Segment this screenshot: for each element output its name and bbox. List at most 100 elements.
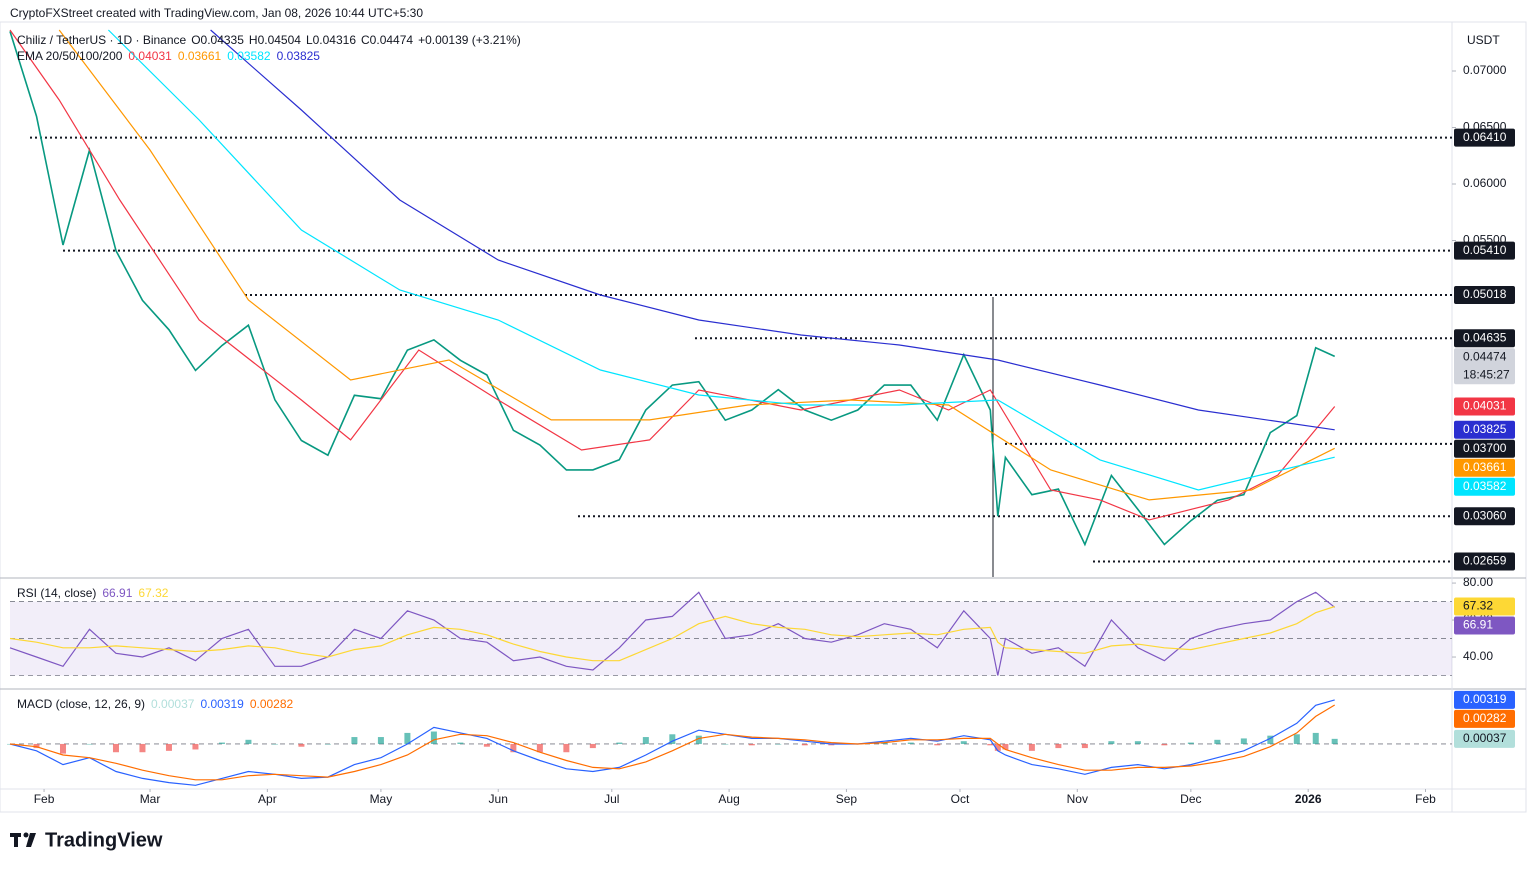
series-line: [58, 29, 1335, 501]
legend-value: 66.91: [102, 586, 132, 600]
price-label: 0.03825: [1463, 422, 1507, 436]
histogram-bar: [165, 743, 172, 751]
price-label: 0.04031: [1463, 399, 1507, 413]
histogram-bar: [881, 742, 888, 744]
y-tick-label: 80.00: [1463, 575, 1493, 589]
price-label: 0.05018: [1463, 287, 1507, 301]
x-tick-label: Apr: [258, 792, 277, 806]
histogram-bar: [934, 743, 941, 746]
histogram-bar: [987, 743, 994, 746]
price-label-box: [1454, 241, 1515, 260]
histogram-bar: [1331, 738, 1338, 744]
histogram-bar: [616, 742, 623, 744]
price-label-box: [1454, 477, 1515, 496]
ohlc-value: O0.04335: [191, 33, 244, 47]
price-label: 0.03661: [1463, 460, 1507, 474]
ohlc-value: L0.04316: [306, 33, 356, 47]
x-tick-label: Jun: [489, 792, 508, 806]
histogram-bar: [1214, 739, 1221, 744]
logo-text: TradingView: [45, 829, 163, 851]
x-tick-label: Nov: [1067, 792, 1088, 806]
histogram-bar: [483, 743, 490, 747]
price-label-box: [1454, 397, 1515, 416]
histogram-bar: [430, 731, 437, 744]
legend-value: 67.32: [138, 586, 168, 600]
histogram-bar: [298, 743, 305, 747]
price-label-box: [1454, 420, 1515, 439]
histogram-bar: [722, 743, 729, 745]
histogram-bar: [457, 742, 464, 744]
price-label: 66.91: [1463, 618, 1493, 632]
series-line: [107, 29, 1335, 491]
histogram-bar: [1187, 742, 1194, 744]
legend-row: Chiliz / TetherUS · 1D · Binance O0.04335…: [17, 33, 521, 47]
price-label: 0.04474: [1463, 349, 1507, 363]
series-line: [9, 605, 1335, 662]
histogram-bar: [907, 742, 914, 744]
histogram-bar: [351, 737, 358, 744]
histogram-bar: [139, 743, 146, 753]
histogram-bar: [404, 732, 411, 744]
histogram-bar: [801, 743, 808, 746]
histogram-bar: [1028, 743, 1035, 751]
price-label: 0.03700: [1463, 441, 1507, 455]
logo-icon: [10, 832, 36, 847]
histogram-bar: [1293, 734, 1300, 744]
histogram-bar: [1108, 741, 1115, 744]
legend-value: 0.04031: [128, 49, 172, 63]
price-label-box: [1454, 128, 1515, 147]
x-tick-label: May: [370, 792, 393, 806]
price-label-box: [1454, 507, 1515, 526]
series-line: [9, 31, 1336, 547]
price-label-box: [1454, 439, 1515, 458]
symbol: Chiliz / TetherUS · 1D · Binance: [17, 33, 187, 47]
x-tick-label: Feb: [34, 792, 55, 806]
y-tick-label: 40.00: [1463, 649, 1493, 663]
histogram-bar: [218, 742, 225, 744]
ohlc-value: C0.04474: [361, 33, 413, 47]
price-label-box: [1454, 329, 1515, 348]
histogram-bar: [245, 739, 252, 744]
legend-value: 0.03825: [277, 49, 321, 63]
chart-frame: [0, 21, 1527, 813]
histogram-bar: [695, 735, 702, 744]
legend-row: RSI (14, close) 66.91 67.32: [17, 586, 169, 600]
histogram-bar: [994, 743, 1001, 751]
histogram-bar: [1240, 738, 1247, 744]
x-tick-label: Aug: [718, 792, 739, 806]
y-tick-label: 0.06000: [1463, 176, 1507, 190]
pane-title: EMA 20/50/100/200: [17, 49, 123, 63]
series-line: [210, 29, 1335, 431]
histogram-bar: [86, 743, 93, 745]
series-line: [9, 29, 1336, 521]
legend-row: MACD (close, 12, 26, 9) 0.00037 0.00319 0.0…: [17, 697, 294, 711]
y-tick-label: 0.07000: [1463, 63, 1507, 77]
legend-value: 0.03582: [227, 49, 271, 63]
histogram-bar: [1134, 741, 1141, 744]
histogram-bar: [1312, 732, 1319, 744]
histogram-bar: [112, 743, 119, 753]
price-label: 0.06410: [1463, 130, 1507, 144]
histogram-bar: [1161, 743, 1168, 746]
price-label: 0.04635: [1463, 330, 1507, 344]
histogram-bar: [510, 743, 517, 753]
x-tick-label: Sep: [836, 792, 858, 806]
price-label-box: [1454, 552, 1515, 571]
price-label-box: [1454, 729, 1515, 748]
histogram-bar: [828, 743, 835, 746]
price-label: 0.03060: [1463, 508, 1507, 522]
histogram-bar: [775, 743, 782, 745]
price-label-box: [1454, 348, 1515, 385]
histogram-bar: [642, 737, 649, 744]
histogram-bar: [1002, 743, 1009, 750]
series-line: [9, 591, 1336, 676]
price-label-box: [1454, 597, 1515, 616]
price-label: 0.00037: [1463, 731, 1507, 745]
legend-value: 0.00319: [200, 697, 244, 711]
histogram-bar: [589, 743, 596, 749]
histogram-bar: [748, 743, 755, 746]
price-label: 0.02659: [1463, 554, 1507, 568]
histogram-bar: [1267, 735, 1274, 744]
